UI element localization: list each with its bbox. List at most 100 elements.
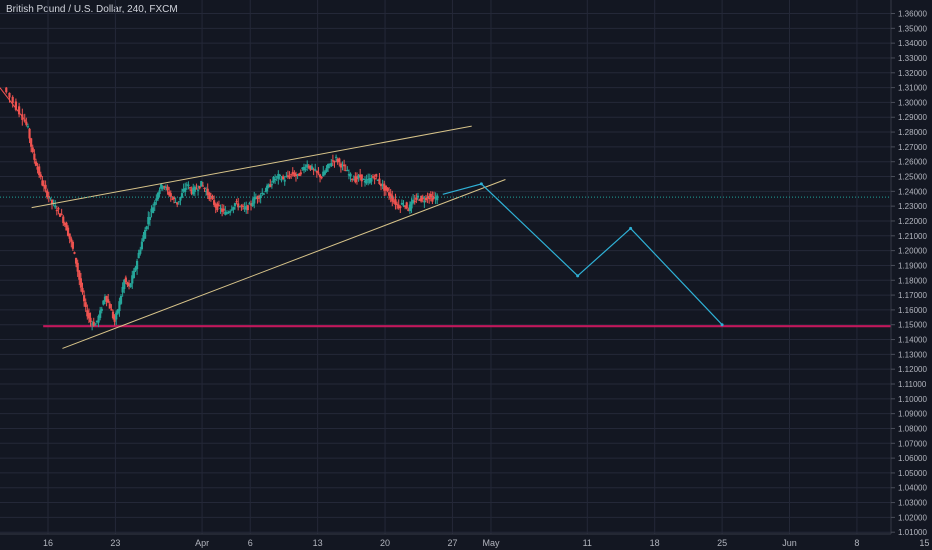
- candle-body: [232, 207, 235, 210]
- candle-body: [317, 172, 320, 174]
- price-tick-label: 1.09000: [898, 410, 927, 419]
- candle-body: [66, 227, 70, 236]
- candle-body: [238, 206, 241, 208]
- candle-body: [347, 174, 351, 176]
- candle-body: [282, 176, 285, 180]
- candle-body: [280, 179, 283, 181]
- candle-body: [355, 176, 359, 180]
- candle-body: [108, 303, 111, 309]
- candle-body: [237, 203, 240, 208]
- projection-polyline: [442, 183, 723, 326]
- candle-body: [100, 308, 103, 311]
- candle-body: [185, 184, 188, 186]
- candle-body: [274, 179, 277, 181]
- candle-body: [198, 185, 201, 189]
- candle-body: [214, 204, 217, 208]
- candle-body: [257, 195, 261, 199]
- candle-body: [230, 209, 233, 211]
- candle-body: [38, 166, 41, 176]
- price-tick-label: 1.30000: [898, 98, 927, 107]
- candle-body: [426, 196, 429, 198]
- candle-body: [155, 198, 158, 201]
- candle-body: [172, 197, 176, 200]
- candle-body: [184, 188, 187, 193]
- candle-body: [73, 252, 76, 254]
- candle-body: [431, 196, 434, 202]
- candle-body: [182, 189, 185, 192]
- price-tick-label: 1.01000: [898, 528, 927, 537]
- price-tick-label: 1.25000: [898, 173, 927, 182]
- candle-body: [99, 310, 102, 318]
- candle-body: [246, 205, 249, 211]
- candle-body: [76, 262, 79, 272]
- candle-body: [18, 106, 21, 115]
- candle-body: [383, 183, 386, 191]
- candle-body: [208, 192, 211, 200]
- price-tick-label: 1.08000: [898, 424, 927, 433]
- candle-body: [91, 323, 94, 325]
- price-tick-label: 1.20000: [898, 247, 927, 256]
- candle-body: [14, 101, 17, 110]
- candle-body: [424, 197, 428, 201]
- candle-body: [118, 301, 121, 312]
- candle-body: [399, 206, 402, 209]
- candle-body: [166, 186, 169, 191]
- candle-body: [245, 205, 248, 210]
- candle-body: [301, 167, 304, 169]
- price-tick-label: 1.16000: [898, 306, 927, 315]
- candle-body: [421, 197, 424, 200]
- candle-body: [119, 295, 123, 304]
- candle-body: [190, 189, 193, 194]
- time-tick-label: 25: [717, 538, 727, 548]
- candle-body: [63, 223, 66, 226]
- candle-body: [265, 185, 269, 192]
- candle-body: [413, 200, 416, 202]
- price-tick-label: 1.27000: [898, 143, 927, 152]
- candle-body: [229, 211, 232, 213]
- candle-body: [126, 282, 129, 285]
- lower-channel-trendline: [62, 179, 506, 349]
- candle-body: [137, 252, 140, 259]
- candle-body: [147, 217, 150, 225]
- candle-body: [241, 205, 245, 207]
- candle-body: [168, 191, 171, 196]
- price-tick-label: 1.23000: [898, 202, 927, 211]
- candle-body: [341, 164, 344, 166]
- price-tick-label: 1.06000: [898, 454, 927, 463]
- projection-path[interactable]: [442, 182, 724, 327]
- candle-body: [248, 203, 251, 205]
- candle-body: [270, 184, 273, 186]
- price-tick-label: 1.11000: [898, 380, 927, 389]
- candle-body: [283, 179, 286, 182]
- candle-body: [384, 185, 387, 191]
- price-tick-label: 1.07000: [898, 439, 927, 448]
- candle-body: [352, 179, 355, 181]
- initial-down-segment-trendline: [0, 87, 25, 120]
- candle-body: [174, 201, 177, 203]
- candle-body: [145, 226, 148, 230]
- candle-body: [211, 195, 214, 199]
- candle-body: [429, 193, 432, 198]
- candle-body: [339, 163, 343, 168]
- candle-body: [156, 192, 160, 200]
- candle-body: [188, 187, 192, 189]
- candle-body: [153, 201, 156, 206]
- candle-body: [217, 205, 221, 207]
- price-tick-label: 1.10000: [898, 395, 927, 404]
- candle-body: [55, 209, 58, 212]
- candle-body: [354, 176, 357, 183]
- candle-body: [291, 172, 294, 175]
- candle-body: [97, 315, 100, 323]
- candle-body: [8, 92, 11, 98]
- price-tick-label: 1.21000: [898, 232, 927, 241]
- candle-body: [60, 213, 63, 215]
- price-tick-label: 1.04000: [898, 484, 927, 493]
- candle-body: [163, 186, 166, 188]
- candle-body: [221, 208, 224, 212]
- candle-body: [71, 241, 74, 249]
- price-tick-label: 1.29000: [898, 113, 927, 122]
- candle-body: [315, 170, 318, 173]
- candle-body: [336, 158, 339, 163]
- trendlines[interactable]: [0, 87, 506, 349]
